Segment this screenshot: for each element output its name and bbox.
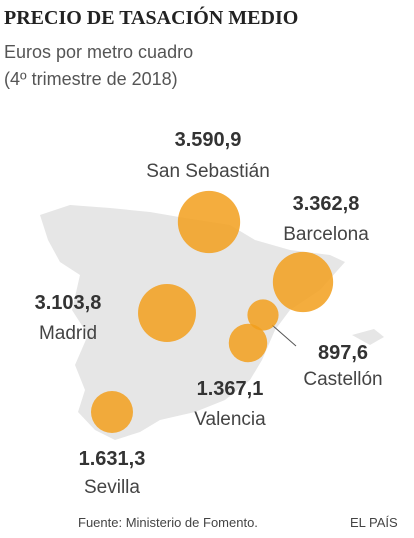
- balearic-islands: [352, 329, 384, 345]
- bubble: [228, 323, 268, 363]
- value-label: 3.103,8: [35, 292, 102, 314]
- value-label: 897,6: [318, 342, 368, 364]
- city-name: Madrid: [39, 323, 97, 344]
- value-label: 3.362,8: [293, 193, 360, 215]
- bubble: [177, 190, 241, 254]
- subtitle: Euros por metro cuadro: [4, 42, 193, 62]
- title: PRECIO DE TASACIÓN MEDIO: [4, 5, 298, 29]
- source: Fuente: Ministerio de Fomento.: [78, 515, 258, 530]
- bubble: [272, 251, 334, 313]
- city-name: Valencia: [194, 409, 266, 430]
- value-label: 1.631,3: [79, 448, 146, 470]
- value-label: 3.590,9: [175, 129, 242, 151]
- leader-line: [271, 324, 297, 347]
- city-name: Castellón: [303, 369, 382, 390]
- city-name: San Sebastián: [146, 161, 270, 182]
- city-name: Barcelona: [283, 224, 369, 245]
- credit: EL PAÍS: [350, 515, 398, 530]
- bubble: [138, 284, 196, 342]
- city-name: Sevilla: [84, 477, 140, 498]
- bubble: [247, 299, 279, 331]
- value-label: 1.367,1: [197, 378, 264, 400]
- bubble: [90, 390, 134, 434]
- subtitle: (4º trimestre de 2018): [4, 69, 178, 89]
